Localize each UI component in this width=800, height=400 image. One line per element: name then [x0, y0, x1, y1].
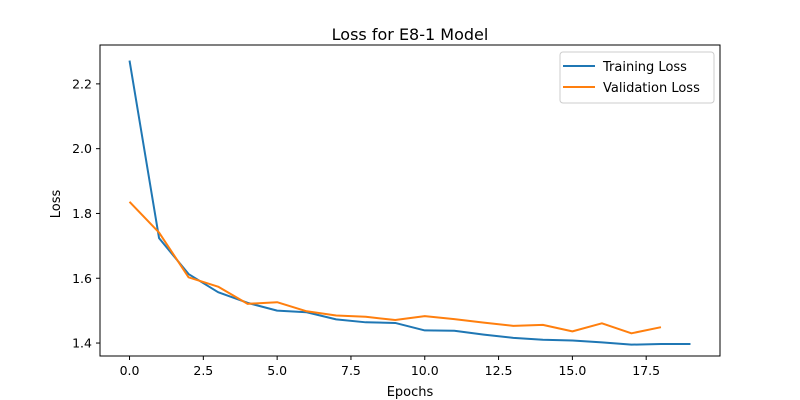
y-tick-label-4: 2.2 [72, 76, 92, 91]
y-tick-label-2: 1.8 [72, 206, 92, 221]
chart-title: Loss for E8-1 Model [332, 25, 489, 44]
series-layer [128, 60, 691, 346]
x-tick-label-0: 0.0 [120, 363, 140, 378]
ticks-layer: 0.0 2.5 5.0 7.5 10.0 12.5 15.0 17.5 1.4 1.6 1.8 2.0… [72, 76, 660, 378]
x-tick-label-4: 10.0 [411, 363, 439, 378]
y-tick-label-1: 1.6 [72, 271, 92, 286]
x-tick-label-6: 15.0 [558, 363, 586, 378]
x-tick-label-5: 12.5 [485, 363, 513, 378]
x-tick-label-2: 5.0 [267, 363, 287, 378]
y-axis-label: Loss [49, 190, 64, 219]
x-axis-label: Epochs [387, 385, 434, 400]
y-tick-label-0: 1.4 [72, 336, 92, 351]
legend-label-validation: Validation Loss [603, 81, 700, 96]
x-tick-label-7: 17.5 [632, 363, 660, 378]
x-tick-label-1: 2.5 [193, 363, 213, 378]
series-line-0 [128, 60, 691, 346]
x-tick-label-3: 7.5 [341, 363, 361, 378]
legend-box [559, 51, 715, 104]
legend: Training Loss Validation Loss [559, 51, 715, 104]
y-tick-label-3: 2.0 [72, 141, 92, 156]
plot-frame [99, 44, 721, 357]
legend-label-training: Training Loss [602, 60, 687, 75]
